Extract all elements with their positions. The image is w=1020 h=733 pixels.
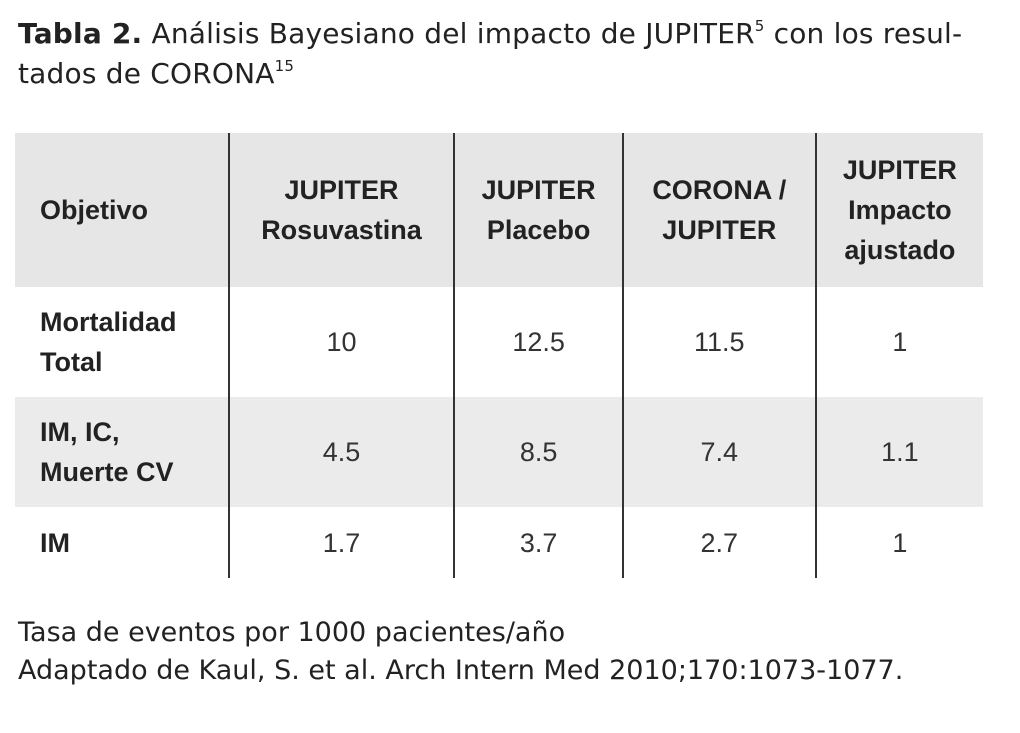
title-text: Análisis Bayesiano del impacto de JUPITE… <box>151 17 755 50</box>
note: Adaptado de Kaul, S. et al. Arch Intern … <box>18 655 904 686</box>
reference: 15 <box>274 57 295 75</box>
value-cell: 1.1 <box>814 397 983 507</box>
value-cell: 8.5 <box>453 397 623 507</box>
note: Tasa de eventos por 1000 pacientes/año <box>18 617 566 648</box>
row-label: IM, IC, Muerte CV <box>15 397 229 507</box>
cell-text: 7.4 <box>700 437 739 467</box>
cell-text: JUPITER <box>284 175 399 205</box>
row-label: IM <box>15 507 229 578</box>
cell-text: ajustado <box>844 235 956 265</box>
cell-text: 1.7 <box>322 527 361 558</box>
value-cell: 1 <box>814 507 983 578</box>
cell-text: Mortalidad <box>40 307 177 337</box>
row-label: Mortalidad Total <box>15 287 229 397</box>
cell-text: IM <box>40 527 70 558</box>
cell-text: 1.1 <box>881 437 919 467</box>
value-cell: 2.7 <box>621 507 816 578</box>
value-cell: 12.5 <box>453 287 623 397</box>
cell-text: 3.7 <box>519 527 558 558</box>
header-cell: Objetivo <box>15 133 229 287</box>
row: IM 1.7 3.7 2.7 1 <box>15 507 983 578</box>
value-cell: 10 <box>227 287 455 397</box>
cell-text: Total <box>40 347 103 377</box>
value-cell: 1.7 <box>227 507 455 578</box>
cell-text: JUPITER <box>842 155 957 185</box>
cell-text: 1 <box>892 527 908 558</box>
title-label: Tabla 2. <box>18 17 143 50</box>
title-text: con los resul- <box>773 17 963 50</box>
value-cell: 4.5 <box>227 397 455 507</box>
cell-text: IM, IC, <box>40 417 120 447</box>
title-text: tados de CORONA <box>18 57 275 90</box>
cell-text: JUPITER <box>662 215 777 245</box>
value-cell: 7.4 <box>621 397 816 507</box>
table: Objetivo JUPITER Rosuvastina JUPITER Placebo… <box>15 133 983 578</box>
header-cell: JUPITER Impacto ajustado <box>814 133 983 287</box>
cell-text: 11.5 <box>694 327 745 357</box>
header-cell: JUPITER Rosuvastina <box>227 133 455 287</box>
cell-text: Muerte CV <box>40 457 174 487</box>
row: IM, IC, Muerte CV 4.5 8.5 7.4 1.1 <box>15 397 983 507</box>
cell-text: 12.5 <box>512 327 565 357</box>
cell-text: Impacto <box>848 195 952 225</box>
cell-text: Placebo <box>486 215 591 245</box>
notes: Tasa de eventos por 1000 pacientes/año Ad… <box>18 614 903 690</box>
cell-text: JUPITER <box>481 175 596 205</box>
cell-text: Objetivo <box>40 195 149 225</box>
value-cell: 11.5 <box>621 287 816 397</box>
header-row: Objetivo JUPITER Rosuvastina JUPITER Placebo… <box>15 133 983 287</box>
row: Mortalidad Total 10 12.5 11.5 1 <box>15 287 983 397</box>
cell-text: 2.7 <box>700 527 739 558</box>
title: Tabla 2. Análisis Bayesiano del impacto … <box>18 14 962 94</box>
header-cell: JUPITER Placebo <box>453 133 623 287</box>
value-cell: 3.7 <box>453 507 623 578</box>
cell-text: 4.5 <box>322 437 361 467</box>
reference: 5 <box>754 17 765 35</box>
cell-text: CORONA / <box>652 175 787 205</box>
cell-text: Rosuvastina <box>261 215 422 245</box>
value-cell: 1 <box>814 287 983 397</box>
cell-text: 8.5 <box>519 437 558 467</box>
header-cell: CORONA / JUPITER <box>621 133 816 287</box>
cell-text: 10 <box>326 327 357 357</box>
cell-text: 1 <box>892 327 908 357</box>
